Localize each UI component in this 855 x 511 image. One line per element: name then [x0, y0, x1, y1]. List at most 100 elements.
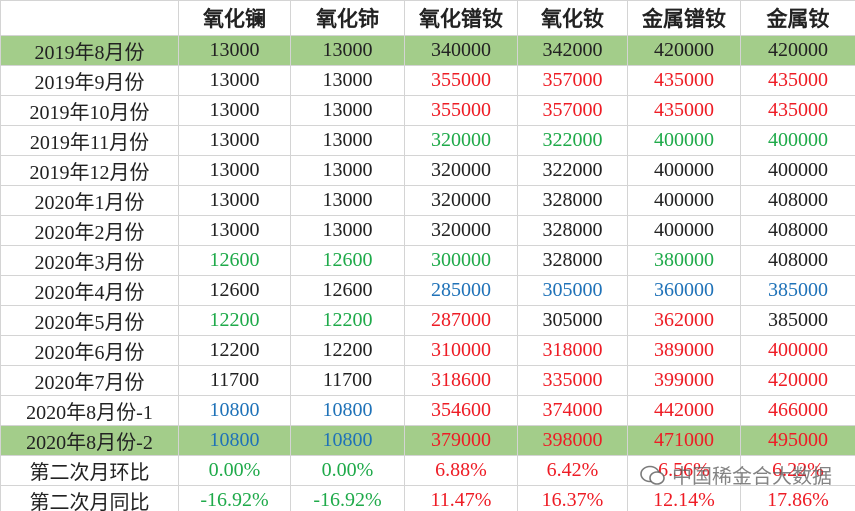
- value-cell: 357000: [517, 65, 628, 96]
- value-cell: 328000: [517, 245, 628, 276]
- row-label: 2020年1月份: [0, 185, 179, 216]
- table-row: 2020年4月份 12600 12600 285000 305000 360000 3850…: [0, 275, 855, 306]
- value-cell: 379000: [404, 425, 518, 456]
- watermark: 中国稀金合大数据: [640, 460, 832, 489]
- table-row: 第二次月环比 0.00% 0.00% 6.88% 6.42% 6.56% 6.22%: [0, 455, 855, 486]
- table-row: 2020年1月份 13000 13000 320000 328000 400000 4080…: [0, 185, 855, 216]
- row-label: 第二次月环比: [0, 455, 179, 486]
- table-row: 2020年7月份 11700 11700 318600 335000 399000 4200…: [0, 365, 855, 396]
- value-cell: 400000: [740, 335, 855, 366]
- value-cell: 12600: [178, 245, 291, 276]
- value-cell: 12200: [290, 305, 405, 336]
- value-cell: 11700: [290, 365, 405, 396]
- header-cell: 氧化铈: [290, 0, 405, 36]
- value-cell: 435000: [627, 65, 741, 96]
- table-row: 2020年8月份-2 10800 10800 379000 398000 471000 49…: [0, 425, 855, 456]
- value-cell: 16.37%: [517, 485, 628, 511]
- row-label: 2020年6月份: [0, 335, 179, 366]
- table-row: 2019年8月份 13000 13000 340000 342000 420000 4200…: [0, 35, 855, 66]
- value-cell: 13000: [290, 35, 405, 66]
- value-cell: 320000: [404, 185, 518, 216]
- value-cell: 13000: [290, 125, 405, 156]
- value-cell: 354600: [404, 395, 518, 426]
- value-cell: 322000: [517, 125, 628, 156]
- value-cell: -16.92%: [178, 485, 291, 511]
- value-cell: 471000: [627, 425, 741, 456]
- value-cell: 318600: [404, 365, 518, 396]
- value-cell: 320000: [404, 215, 518, 246]
- row-label: 2020年4月份: [0, 275, 179, 306]
- value-cell: 355000: [404, 65, 518, 96]
- value-cell: 442000: [627, 395, 741, 426]
- header-cell: 金属镨钕: [627, 0, 741, 36]
- row-label: 2020年7月份: [0, 365, 179, 396]
- value-cell: 12600: [290, 245, 405, 276]
- table-row: 2020年2月份 13000 13000 320000 328000 400000 4080…: [0, 215, 855, 246]
- value-cell: 435000: [740, 65, 855, 96]
- value-cell: 400000: [627, 215, 741, 246]
- value-cell: 0.00%: [178, 455, 291, 486]
- value-cell: 400000: [740, 155, 855, 186]
- row-label: 2019年9月份: [0, 65, 179, 96]
- header-row: 氧化镧 氧化铈 氧化镨钕 氧化钕 金属镨钕 金属钕: [0, 0, 855, 36]
- value-cell: 398000: [517, 425, 628, 456]
- value-cell: 12600: [290, 275, 405, 306]
- value-cell: 12200: [290, 335, 405, 366]
- value-cell: 10800: [290, 425, 405, 456]
- table-row: 2019年10月份 13000 13000 355000 357000 435000 435…: [0, 95, 855, 126]
- value-cell: 13000: [178, 125, 291, 156]
- value-cell: 355000: [404, 95, 518, 126]
- value-cell: 328000: [517, 215, 628, 246]
- value-cell: 400000: [740, 125, 855, 156]
- value-cell: 300000: [404, 245, 518, 276]
- value-cell: 13000: [178, 155, 291, 186]
- value-cell: 385000: [740, 305, 855, 336]
- value-cell: 12600: [178, 275, 291, 306]
- row-label: 2020年8月份-1: [0, 395, 179, 426]
- row-label: 2019年12月份: [0, 155, 179, 186]
- value-cell: 420000: [740, 365, 855, 396]
- header-cell: 氧化镨钕: [404, 0, 518, 36]
- value-cell: 13000: [178, 65, 291, 96]
- wechat-icon: [640, 465, 665, 485]
- value-cell: 385000: [740, 275, 855, 306]
- value-cell: 340000: [404, 35, 518, 66]
- value-cell: 12200: [178, 335, 291, 366]
- row-label: 2019年8月份: [0, 35, 179, 66]
- value-cell: 318000: [517, 335, 628, 366]
- value-cell: 17.86%: [740, 485, 855, 511]
- value-cell: 12200: [178, 305, 291, 336]
- value-cell: 466000: [740, 395, 855, 426]
- table-row: 第二次月同比 -16.92% -16.92% 11.47% 16.37% 12.14% 17…: [0, 485, 855, 511]
- header-cell: [0, 0, 179, 36]
- value-cell: 400000: [627, 155, 741, 186]
- value-cell: 495000: [740, 425, 855, 456]
- watermark-text: 中国稀金合大数据: [672, 464, 832, 488]
- header-cell: 金属钕: [740, 0, 855, 36]
- value-cell: 13000: [290, 215, 405, 246]
- value-cell: 420000: [627, 35, 741, 66]
- header-cell: 氧化钕: [517, 0, 628, 36]
- value-cell: 6.42%: [517, 455, 628, 486]
- value-cell: 400000: [627, 125, 741, 156]
- value-cell: 13000: [178, 95, 291, 126]
- value-cell: 10800: [290, 395, 405, 426]
- value-cell: 322000: [517, 155, 628, 186]
- value-cell: 11700: [178, 365, 291, 396]
- value-cell: 13000: [290, 95, 405, 126]
- value-cell: 13000: [290, 155, 405, 186]
- value-cell: 362000: [627, 305, 741, 336]
- table-row: 2020年3月份 12600 12600 300000 328000 380000 4080…: [0, 245, 855, 276]
- value-cell: 285000: [404, 275, 518, 306]
- row-label: 2020年3月份: [0, 245, 179, 276]
- value-cell: 420000: [740, 35, 855, 66]
- value-cell: 408000: [740, 245, 855, 276]
- value-cell: 408000: [740, 215, 855, 246]
- value-cell: 399000: [627, 365, 741, 396]
- value-cell: 360000: [627, 275, 741, 306]
- value-cell: 335000: [517, 365, 628, 396]
- row-label: 第二次月同比: [0, 485, 179, 511]
